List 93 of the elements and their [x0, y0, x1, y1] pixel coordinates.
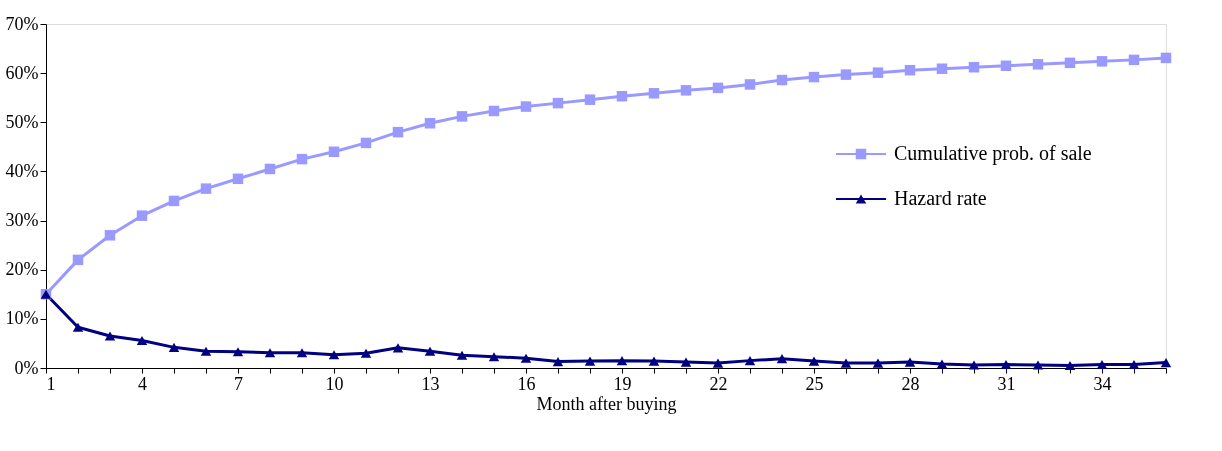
x-axis-title: Month after buying [536, 393, 677, 414]
point [200, 183, 212, 194]
point [456, 111, 468, 122]
point [904, 357, 916, 367]
point [968, 62, 980, 73]
point [1128, 360, 1140, 370]
x-tick-label: 22 [709, 373, 728, 394]
x-tick-label: 25 [805, 373, 824, 394]
point [1032, 360, 1044, 370]
point [296, 348, 308, 358]
point [72, 254, 84, 266]
point [776, 74, 788, 86]
point [1032, 59, 1044, 70]
point [968, 360, 980, 370]
point [328, 350, 340, 360]
point [552, 97, 564, 109]
point [584, 356, 596, 366]
point [840, 69, 852, 80]
point [1096, 56, 1108, 67]
y-tick-label: 30% [5, 210, 39, 231]
point [104, 230, 116, 241]
x-tick-label: 10 [325, 373, 344, 394]
y-tick-label: 0% [14, 357, 39, 378]
point [584, 94, 596, 105]
point [744, 79, 756, 90]
y-tick-label: 20% [5, 259, 39, 280]
point [392, 343, 404, 353]
point [360, 348, 372, 358]
point [1128, 54, 1140, 66]
x-tick-label: 31 [997, 373, 1016, 394]
point [808, 71, 820, 83]
point [1064, 361, 1076, 371]
point [616, 356, 628, 366]
y-tick-label: 10% [5, 308, 39, 329]
point [72, 322, 84, 332]
point [136, 335, 148, 346]
point [1000, 60, 1012, 72]
point [744, 356, 756, 366]
x-tick-label: 19 [613, 373, 632, 394]
point [648, 88, 660, 99]
point [1064, 57, 1076, 69]
point [232, 173, 244, 185]
y-tick-label: 50% [5, 111, 39, 132]
point [680, 357, 692, 367]
legend-label: Cumulative prob. of sale [894, 142, 1092, 165]
y-tick-label: 40% [5, 160, 39, 181]
point [392, 126, 404, 138]
point [168, 195, 180, 207]
point [936, 359, 948, 369]
point [488, 105, 500, 117]
point [200, 346, 212, 356]
point [168, 342, 180, 352]
point [296, 153, 308, 165]
x-tick-label: 4 [138, 373, 147, 394]
point [776, 354, 788, 364]
point [424, 346, 436, 356]
point [1000, 360, 1012, 370]
point [136, 210, 148, 221]
point [360, 137, 372, 149]
point [712, 358, 724, 368]
x-tick-label: 28 [901, 373, 920, 394]
point [104, 331, 116, 341]
point [808, 356, 820, 366]
point [872, 358, 884, 368]
point [1160, 52, 1172, 64]
point [616, 91, 628, 102]
point [488, 352, 500, 362]
point [648, 356, 660, 366]
point [456, 350, 468, 360]
point [872, 67, 884, 78]
y-tick-label: 60% [5, 62, 39, 83]
x-tick-label: 13 [421, 373, 440, 394]
x-tick-label: 34 [1093, 373, 1112, 394]
x-tick-label: 7 [234, 373, 243, 394]
y-tick-label: 70% [5, 13, 39, 34]
point [1160, 358, 1172, 368]
point [232, 347, 244, 357]
x-tick-label: 16 [517, 373, 536, 394]
legend-label: Hazard rate [894, 187, 987, 209]
point [424, 118, 436, 129]
point [904, 64, 916, 76]
point [264, 163, 276, 175]
point [840, 358, 852, 368]
point [1096, 360, 1108, 370]
x-tick-label: 1 [46, 373, 56, 394]
point [936, 63, 948, 74]
point [264, 348, 276, 358]
point [552, 357, 564, 367]
point [520, 353, 532, 363]
point [712, 82, 724, 94]
point [520, 101, 532, 112]
point [328, 146, 340, 158]
point [680, 85, 692, 96]
